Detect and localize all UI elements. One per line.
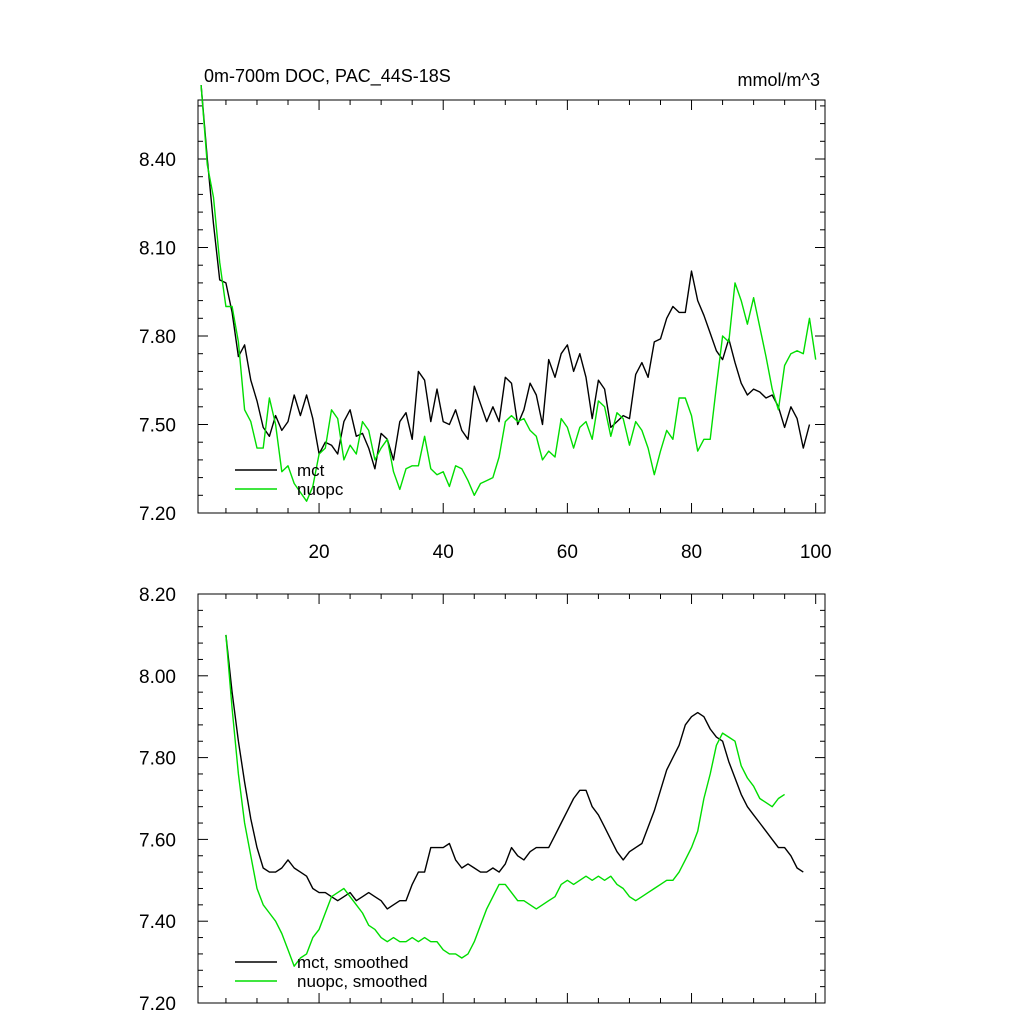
legend-label: nuopc, smoothed [297,972,427,991]
y-tick-label: 8.20 [139,585,176,606]
x-tick-label: 80 [681,542,702,563]
series-line-nuopc [200,85,817,502]
legend-label: mct [297,461,325,480]
y-tick-label: 7.20 [139,994,176,1015]
y-tick-label: 8.10 [139,239,176,260]
chart-title: 0m-700m DOC, PAC_44S-18S [204,66,451,87]
series-line-mct [200,85,811,470]
plot-frame [197,99,826,514]
x-tick-label: 100 [800,542,832,563]
y-tick-label: 7.60 [139,830,176,851]
x-tick-label: 20 [308,542,329,563]
series-line-nuopc-smoothed [225,634,785,967]
units-label: mmol/m^3 [738,70,820,90]
y-tick-label: 7.20 [139,504,176,525]
plot-frame [197,593,826,1004]
y-tick-label: 7.40 [139,912,176,933]
legend-label: mct, smoothed [297,953,409,972]
y-tick-label: 8.40 [139,150,176,171]
bottom-panel: 7.20 7.40 7.60 7.80 8.00 8.20 mct, smoothednuo… [139,585,826,1015]
x-tick-label: 60 [557,542,578,563]
y-tick-label: 7.80 [139,749,176,770]
legend-label: nuopc [297,480,344,499]
y-tick-label: 8.00 [139,667,176,688]
y-tick-label: 7.80 [139,327,176,348]
x-tick-label: 40 [433,542,454,563]
y-tick-label: 7.50 [139,416,176,437]
series-line-mct-smoothed [225,634,804,910]
